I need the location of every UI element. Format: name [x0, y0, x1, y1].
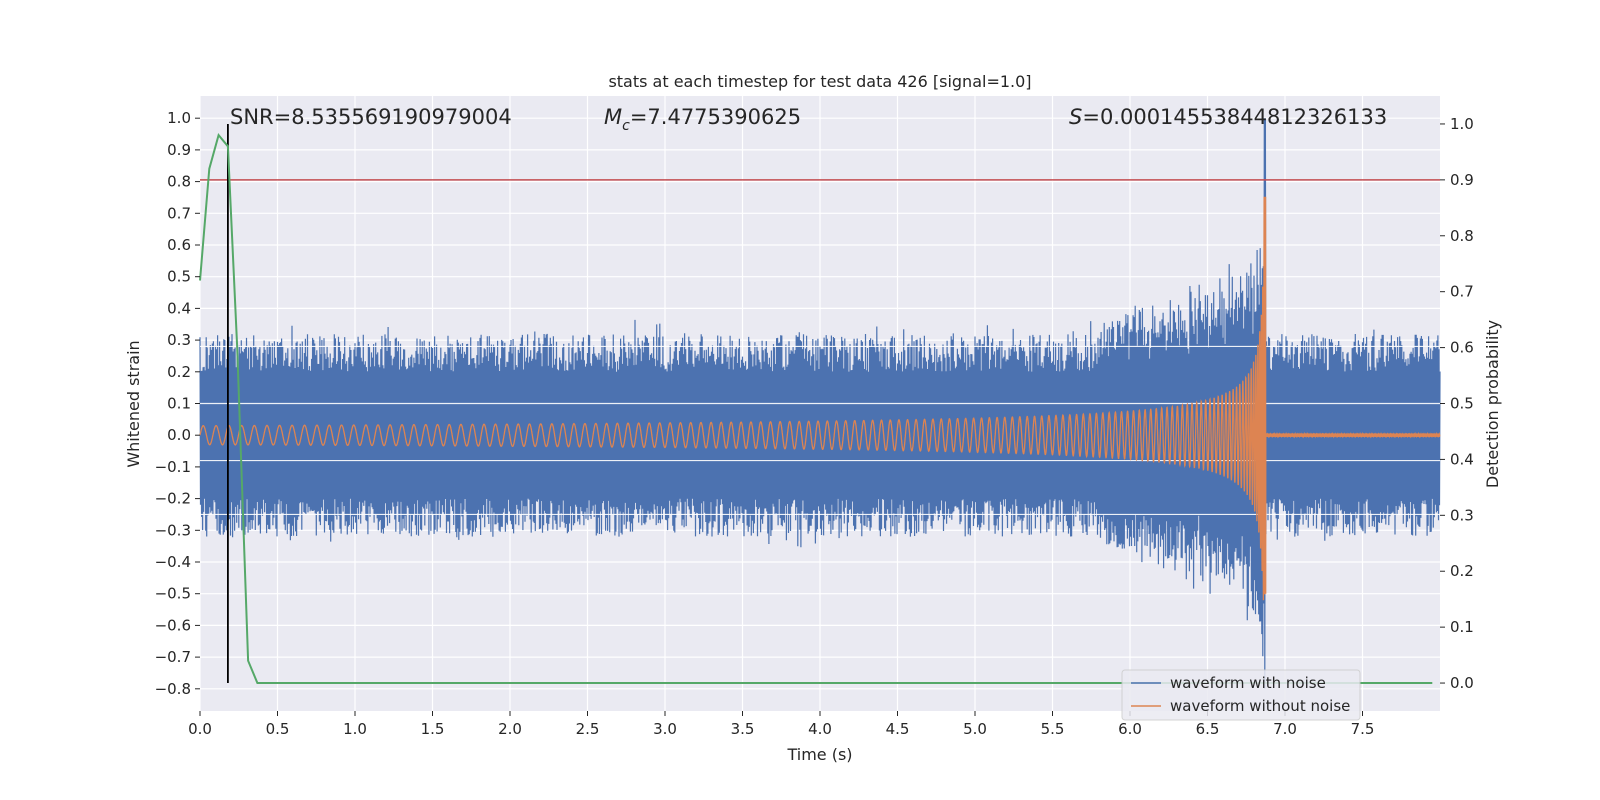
y2-tick-label: 1.0 [1450, 115, 1474, 133]
y-axis-label: Whitened strain [124, 340, 143, 467]
y-tick-label: 0.1 [167, 395, 191, 413]
y2-axis-label: Detection probability [1483, 320, 1502, 488]
y2-tick-label: 0.6 [1450, 339, 1474, 357]
x-tick-label: 5.0 [963, 720, 987, 738]
x-tick-label: 0.0 [188, 720, 212, 738]
x-tick-label: 7.0 [1273, 720, 1297, 738]
y2-axis-ticks: 1.0 0.9 0.8 0.7 0.6 0.5 0.4 0.3 0.2 0.1 0.0 [1440, 115, 1474, 692]
chirp-mass-annotation: Mc=7.4775390625 [604, 105, 801, 134]
y-axis-ticks: 1.0 0.9 0.8 0.7 0.6 0.5 0.4 0.3 0.2 0.1 0.0 −0.1 −0.… [155, 109, 200, 698]
series-layer [199, 118, 1441, 689]
series-waveform-without-noise [199, 196, 1441, 601]
x-tick-label: 7.5 [1351, 720, 1375, 738]
y-tick-label: −0.2 [155, 490, 191, 508]
x-tick-label: 4.5 [886, 720, 910, 738]
x-tick-label: 6.5 [1196, 720, 1220, 738]
s-symbol: S [1069, 105, 1082, 129]
y2-tick-label: 0.0 [1450, 674, 1474, 692]
y2-tick-label: 0.7 [1450, 283, 1474, 301]
y-tick-label: −0.5 [155, 585, 191, 603]
y-tick-label: −0.1 [155, 458, 191, 476]
x-axis-ticks: 0.0 0.5 1.0 1.5 2.0 2.5 3.0 3.5 4.0 4.5 5.0 5.5 6.0 6… [188, 711, 1374, 738]
chirp-mass-symbol: M [604, 105, 622, 129]
chirp-mass-subscript: c [622, 118, 630, 134]
y2-tick-label: 0.1 [1450, 618, 1474, 636]
y2-tick-label: 0.3 [1450, 506, 1474, 524]
y2-tick-label: 0.4 [1450, 450, 1474, 468]
snr-annotation: SNR=8.535569190979004 [230, 105, 512, 129]
legend-label-clean: waveform without noise [1170, 697, 1350, 715]
y-tick-label: 0.7 [167, 204, 191, 222]
x-tick-label: 0.5 [266, 720, 290, 738]
x-tick-label: 3.0 [653, 720, 677, 738]
legend-label-noise: waveform with noise [1170, 674, 1326, 692]
x-tick-label: 2.0 [498, 720, 522, 738]
y-tick-label: 0.9 [167, 141, 191, 159]
y-tick-label: −0.3 [155, 521, 191, 539]
s-value: =0.00014553844812326133 [1082, 105, 1387, 129]
y2-tick-label: 0.9 [1450, 171, 1474, 189]
y-tick-label: −0.6 [155, 616, 191, 634]
y2-tick-label: 0.2 [1450, 562, 1474, 580]
x-axis-label: Time (s) [786, 745, 852, 764]
y-tick-label: 0.8 [167, 173, 191, 191]
chart-title: stats at each timestep for test data 426… [608, 72, 1031, 91]
snr-statistic-annotation: S=0.00014553844812326133 [1069, 105, 1387, 129]
y-tick-label: 0.4 [167, 299, 191, 317]
chirp-mass-value: =7.4775390625 [630, 105, 801, 129]
x-tick-label: 1.0 [343, 720, 367, 738]
legend-box [1121, 669, 1361, 721]
y-tick-label: 0.2 [167, 363, 191, 381]
series-detection-probability [199, 132, 1433, 684]
x-tick-label: 5.5 [1041, 720, 1065, 738]
y2-tick-label: 0.5 [1450, 395, 1474, 413]
x-tick-label: 4.0 [808, 720, 832, 738]
y-tick-label: 0.0 [167, 426, 191, 444]
y-tick-label: 1.0 [167, 109, 191, 127]
y-tick-label: 0.3 [167, 331, 191, 349]
x-tick-label: 3.5 [731, 720, 755, 738]
x-tick-label: 6.0 [1118, 720, 1142, 738]
x-tick-label: 2.5 [576, 720, 600, 738]
x-tick-label: 1.5 [421, 720, 445, 738]
y-tick-label: −0.8 [155, 680, 191, 698]
y-tick-label: −0.4 [155, 553, 191, 571]
legend: waveform with noise waveform without noi… [1121, 669, 1361, 721]
y-tick-label: 0.6 [167, 236, 191, 254]
y-tick-label: −0.7 [155, 648, 191, 666]
y2-tick-label: 0.8 [1450, 227, 1474, 245]
y-tick-label: 0.5 [167, 268, 191, 286]
